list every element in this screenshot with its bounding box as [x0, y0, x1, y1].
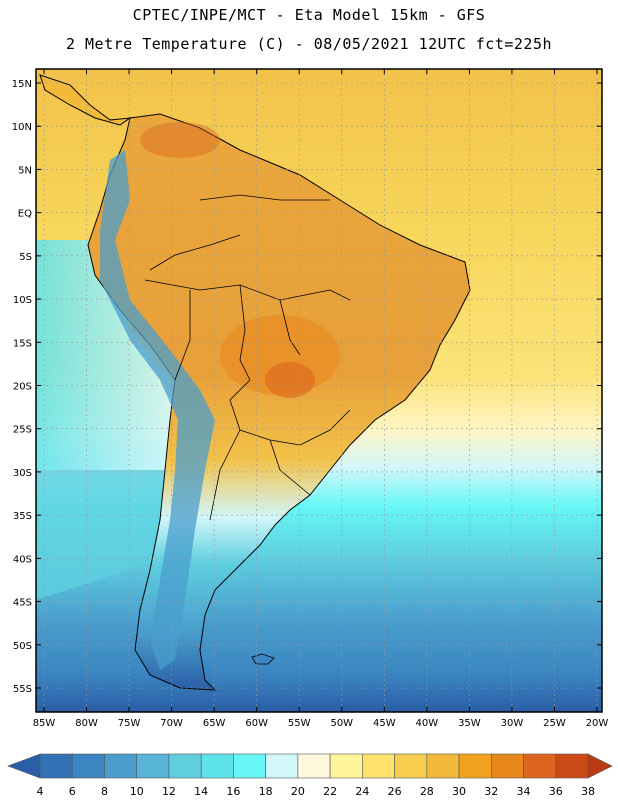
lon-label: 60W	[245, 718, 268, 729]
lat-label: 40S	[13, 554, 32, 565]
colorbar-swatch	[104, 753, 138, 779]
colorbar-label: 6	[69, 785, 76, 798]
lon-label: 35W	[458, 718, 481, 729]
colorbar-label: 18	[259, 785, 273, 798]
colorbar-swatch	[71, 753, 105, 779]
colorbar-label: 10	[130, 785, 144, 798]
colorbar-label: 26	[388, 785, 402, 798]
colorbar-label: 32	[484, 785, 498, 798]
lon-label: 45W	[373, 718, 396, 729]
lat-label: 50S	[13, 641, 32, 652]
colorbar-swatch	[200, 753, 234, 779]
colorbar-swatch	[168, 753, 202, 779]
lon-label: 55W	[288, 718, 311, 729]
colorbar-swatch	[39, 753, 73, 779]
colorbar-label: 12	[162, 785, 176, 798]
colorbar-swatch	[555, 753, 589, 779]
lat-label: 10S	[13, 295, 32, 306]
lat-label: 30S	[13, 468, 32, 479]
lat-lon-grid	[36, 69, 602, 712]
colorbar-swatch	[523, 753, 557, 779]
colorbar-label: 34	[517, 785, 531, 798]
lon-label: 75W	[118, 718, 141, 729]
map-title-line-2: 2 Metre Temperature (C) - 08/05/2021 12U…	[65, 35, 553, 53]
colorbar-swatch	[329, 753, 363, 779]
colorbar-label: 8	[101, 785, 108, 798]
lon-label: 30W	[501, 718, 524, 729]
lat-label: 35S	[13, 511, 32, 522]
lat-label: 15S	[13, 338, 32, 349]
colorbar-label: 22	[323, 785, 337, 798]
longitude-labels: 85W 80W 75W 70W 65W 60W 55W 50W 45W 40W 35W 30W 25W 2…	[33, 718, 609, 729]
lat-label: 20S	[13, 382, 32, 393]
latitude-labels: 15N 10N 5N EQ 5S 10S 15S 20S 25S 30S 35S 40S 45S 50S 5…	[12, 79, 32, 695]
colorbar-label: 14	[194, 785, 208, 798]
lat-label: 45S	[13, 598, 32, 609]
colorbar-swatch	[490, 753, 524, 779]
lon-label: 25W	[543, 718, 566, 729]
lat-label: 5N	[18, 165, 32, 176]
lat-label: 25S	[13, 425, 32, 436]
lon-label: 20W	[586, 718, 609, 729]
map-frame	[35, 68, 603, 713]
colorbar-arrow-low	[7, 753, 41, 779]
colorbar-arrow-high	[587, 753, 613, 779]
lat-label: 15N	[12, 79, 32, 90]
colorbar-swatch	[233, 753, 266, 779]
falkland-islands	[251, 653, 275, 665]
colorbar-label: 36	[549, 785, 563, 798]
axis-ticks	[36, 69, 602, 712]
country-borders	[144, 194, 351, 521]
colorbar-swatch	[394, 753, 428, 779]
colorbar-swatch	[362, 753, 395, 779]
map-title-line-1: CPTEC/INPE/MCT - Eta Model 15km - GFS	[132, 6, 486, 24]
lon-label: 80W	[75, 718, 98, 729]
lon-label: 40W	[416, 718, 439, 729]
colorbar-label: 38	[581, 785, 595, 798]
colorbar-label: 4	[37, 785, 44, 798]
colorbar-swatch	[426, 753, 460, 779]
lon-label: 65W	[203, 718, 226, 729]
lat-label: 10N	[12, 122, 32, 133]
lat-label: 55S	[13, 684, 32, 695]
lon-label: 85W	[33, 718, 56, 729]
colorbar-label: 30	[452, 785, 466, 798]
lon-label: 50W	[330, 718, 353, 729]
lat-label: EQ	[18, 209, 32, 220]
andes-cold-band	[100, 150, 215, 670]
colorbar-swatch	[458, 753, 492, 779]
colorbar-label: 16	[226, 785, 240, 798]
colorbar-label: 28	[420, 785, 434, 798]
colorbar-swatch	[297, 753, 331, 779]
colorbar-swatch	[265, 753, 299, 779]
colorbar-label: 20	[291, 785, 305, 798]
lat-label: 5S	[19, 252, 32, 263]
colorbar-swatch	[136, 753, 170, 779]
pacific-cool-zone	[36, 240, 175, 470]
colorbar-label: 24	[355, 785, 369, 798]
lon-label: 70W	[160, 718, 183, 729]
